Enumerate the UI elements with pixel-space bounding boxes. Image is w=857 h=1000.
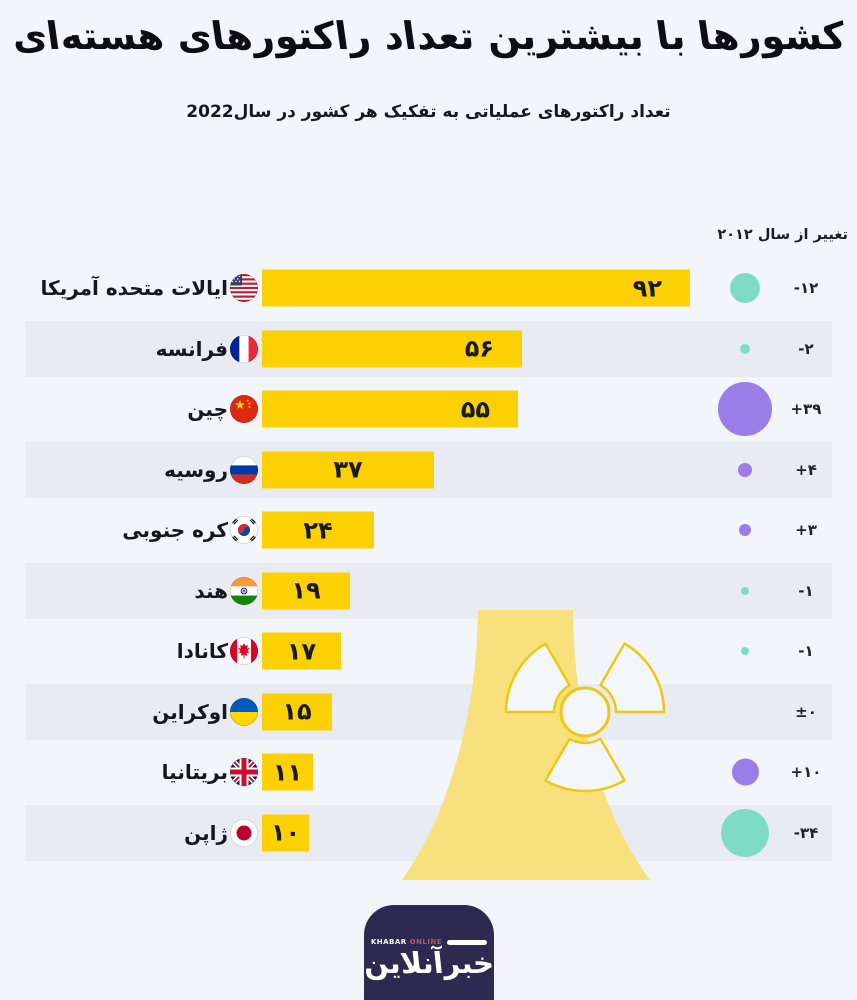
country-label: ژاپن: [184, 820, 228, 845]
row-stripe: [25, 562, 832, 619]
value-bar: ۹۲: [262, 269, 690, 307]
change-label: +۱۰: [790, 763, 822, 782]
value-bar: ۱۰: [262, 814, 309, 852]
change-bubble: [721, 808, 769, 857]
page-title-text: کشورها با بیشترین تعداد راکتورهای هسته‌ا…: [8, 14, 849, 58]
table-row: اوکراین ۱۵ ±۰: [0, 682, 857, 743]
bar-value: ۳۷: [333, 455, 363, 484]
logo-wordmark: خبرآنلاین: [361, 946, 496, 980]
value-bar: ۳۷: [262, 451, 434, 489]
flag-russia-icon: [230, 455, 258, 484]
table-row: فرانسه ۵۶ -۲: [0, 319, 857, 380]
value-bar: ۵۵: [262, 390, 518, 428]
logo-small-text: KHABAR ONLINE: [370, 938, 443, 946]
change-label: -۱: [798, 581, 814, 600]
flag-holder: [230, 334, 258, 363]
change-label: -۲: [798, 339, 814, 358]
flag-holder: [230, 697, 258, 726]
country-label: روسیه: [164, 457, 228, 482]
flag-canada-icon: [230, 637, 258, 666]
change-label: +۳: [795, 521, 817, 540]
flag-usa-icon: [230, 274, 258, 303]
change-bubble: [738, 462, 752, 477]
flag-holder: [230, 637, 258, 666]
bar-value: ۵۵: [460, 395, 490, 424]
bar-value: ۱۷: [286, 637, 317, 666]
change-label: ±۰: [795, 702, 817, 721]
flag-holder: [230, 395, 258, 424]
flag-france-icon: [230, 334, 258, 363]
flag-holder: [230, 455, 258, 484]
change-bubble: [731, 758, 759, 786]
country-label: فرانسه: [155, 336, 228, 361]
chart-rows: ایالات متحده آمریکا ۹۲ -۱۲ فرا: [0, 258, 857, 863]
change-bubble: [730, 273, 760, 304]
page-title: کشورها با بیشترین تعداد راکتورهای هسته‌ا…: [0, 14, 857, 60]
flag-ukraine-icon: [230, 697, 258, 726]
table-row: روسیه ۳۷ +۴: [0, 440, 857, 501]
table-row: بریتانیا ۱۱ +۱۰: [0, 742, 857, 803]
flag-south-korea-icon: [230, 516, 258, 545]
flag-holder: [230, 516, 258, 545]
change-bubble: [739, 524, 751, 537]
value-bar: ۵۶: [262, 330, 522, 368]
flag-uk-icon: [230, 758, 258, 787]
bar-value: ۱۰: [270, 818, 301, 847]
bar-value: ۵۶: [464, 334, 494, 363]
bar-value: ۹۲: [632, 274, 662, 303]
change-label: +۳۹: [790, 400, 822, 419]
value-bar: ۱۷: [262, 632, 341, 670]
value-bar: ۱۹: [262, 572, 350, 610]
bar-value: ۱۱: [272, 758, 303, 787]
change-label: -۱۲: [793, 279, 819, 298]
flag-china-icon: [230, 395, 258, 424]
country-label: اوکراین: [152, 699, 228, 724]
table-row: کانادا ۱۷ -۱: [0, 621, 857, 682]
change-bubble: [740, 343, 750, 354]
flag-holder: [230, 274, 258, 303]
value-bar: ۲۴: [262, 511, 374, 549]
page-subtitle: تعداد راکتورهای عملیاتی به تفکیک هر کشور…: [186, 102, 671, 122]
row-stripe: [25, 804, 832, 861]
change-bubble: [741, 647, 749, 656]
bar-value: ۱۵: [282, 697, 312, 726]
change-label: -۳۴: [793, 823, 819, 842]
country-label: چین: [187, 397, 228, 422]
bar-value: ۱۹: [291, 576, 321, 605]
flag-holder: [230, 576, 258, 605]
khabar-online-logo: KHABAR ONLINE خبرآنلاین: [361, 905, 496, 1000]
logo-topline: KHABAR ONLINE: [364, 938, 494, 946]
flag-holder: [230, 758, 258, 787]
value-bar: ۱۱: [262, 753, 313, 791]
table-row: ژاپن ۱۰ -۳۴: [0, 803, 857, 864]
logo-calligraphy-bar: [447, 939, 488, 945]
table-row: کره جنوبی ۲۴ +۳: [0, 500, 857, 561]
bar-value: ۲۴: [303, 516, 333, 545]
country-label: هند: [194, 578, 228, 603]
change-bubble: [741, 586, 749, 595]
flag-japan-icon: [230, 818, 258, 847]
country-label: کره جنوبی: [122, 518, 228, 543]
country-label: بریتانیا: [161, 760, 228, 785]
row-stripe: [25, 683, 832, 740]
flag-holder: [230, 818, 258, 847]
change-label: -۱: [798, 642, 814, 661]
table-row: چین ۵۵ +۳۹: [0, 379, 857, 440]
table-row: هند ۱۹ -۱: [0, 561, 857, 622]
table-row: ایالات متحده آمریکا ۹۲ -۱۲: [0, 258, 857, 319]
change-label: +۴: [795, 460, 817, 479]
change-bubble: [718, 382, 772, 437]
change-column-header: تغییر از سال ۲۰۱۲: [717, 227, 848, 243]
flag-india-icon: [230, 576, 258, 605]
country-label: ایالات متحده آمریکا: [40, 276, 228, 301]
country-label: کانادا: [176, 639, 228, 664]
value-bar: ۱۵: [262, 693, 332, 731]
